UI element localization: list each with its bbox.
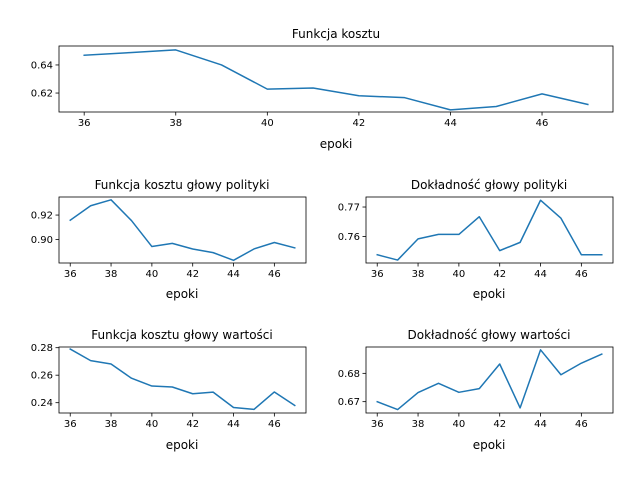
chart-value-accuracy-xtick-label: 46 (575, 419, 588, 430)
chart-loss-ytick-label: 0.64 (31, 60, 53, 71)
chart-loss-xtick-label: 40 (261, 118, 274, 129)
chart-value-accuracy-ytick-label: 0.68 (338, 369, 360, 380)
chart-value-loss-ytick-label: 0.26 (31, 371, 53, 382)
chart-policy-loss-xtick-label: 46 (268, 269, 281, 280)
chart-policy-loss-ytick-label: 0.92 (31, 211, 53, 222)
chart-policy-accuracy-xtick-label: 44 (534, 269, 547, 280)
chart-policy-accuracy-xtick-label: 38 (412, 269, 425, 280)
chart-policy-accuracy-series-line (376, 199, 603, 261)
chart-value-accuracy-title: Dokładność głowy wartości (408, 328, 571, 342)
chart-value-loss-title: Funkcja kosztu głowy wartości (91, 328, 272, 342)
chart-value-accuracy: Dokładność głowy wartości epoki 36 38 40 42… (338, 328, 614, 452)
chart-policy-accuracy-xtick-label: 46 (575, 269, 588, 280)
chart-value-accuracy-xlabel: epoki (473, 438, 506, 452)
chart-loss-xtick-label: 46 (536, 118, 549, 129)
chart-loss-xtick-label: 36 (78, 118, 91, 129)
chart-value-loss-ytick-label: 0.28 (31, 343, 53, 354)
chart-loss-series-line (83, 49, 589, 111)
chart-policy-accuracy-title: Dokładność głowy polityki (411, 178, 567, 192)
chart-policy-accuracy-xlabel: epoki (473, 287, 506, 301)
chart-policy-accuracy-xtick-label: 42 (493, 269, 506, 280)
chart-policy-loss-xtick-label: 42 (186, 269, 199, 280)
chart-policy-loss-xtick-label: 38 (105, 269, 118, 280)
chart-loss-title: Funkcja kosztu (292, 27, 380, 41)
chart-value-loss-ytick-label: 0.24 (31, 398, 53, 409)
chart-policy-accuracy-xtick-label: 40 (453, 269, 466, 280)
chart-policy-loss-xtick-label: 44 (227, 269, 240, 280)
chart-policy-loss-ytick-label: 0.90 (31, 235, 53, 246)
chart-value-loss-xtick-label: 46 (268, 419, 281, 430)
chart-policy-accuracy: Dokładność głowy polityki epoki 36 38 40 42… (338, 178, 614, 301)
chart-value-loss-xtick-label: 36 (64, 419, 77, 430)
chart-loss-xtick-label: 42 (353, 118, 366, 129)
chart-value-loss-xlabel: epoki (166, 438, 199, 452)
chart-policy-accuracy-ytick-label: 0.76 (338, 232, 360, 243)
chart-value-accuracy-xtick-label: 42 (493, 419, 506, 430)
chart-policy-loss-xlabel: epoki (166, 287, 199, 301)
chart-loss: Funkcja kosztu epoki 36 38 40 42 44 46 0.62 0.6… (31, 27, 614, 151)
chart-value-loss: Funkcja kosztu głowy wartości epoki 36 38… (31, 328, 307, 452)
chart-loss-xtick-label: 38 (169, 118, 182, 129)
chart-value-loss-series-line (69, 348, 296, 411)
chart-value-accuracy-xtick-label: 44 (534, 419, 547, 430)
chart-value-loss-xtick-label: 40 (146, 419, 159, 430)
chart-loss-ytick-label: 0.62 (31, 89, 53, 100)
chart-value-loss-xtick-label: 38 (105, 419, 118, 430)
chart-value-accuracy-axes-frame (365, 346, 614, 414)
chart-value-accuracy-ytick-label: 0.67 (338, 397, 360, 408)
chart-loss-xlabel: epoki (320, 137, 353, 151)
chart-policy-loss-xtick-label: 40 (146, 269, 159, 280)
chart-policy-loss-title: Funkcja kosztu głowy polityki (95, 178, 270, 192)
chart-policy-loss-series-line (69, 199, 296, 262)
chart-policy-loss-axes-frame (58, 196, 307, 264)
chart-loss-xtick-label: 44 (444, 118, 457, 129)
chart-value-accuracy-xtick-label: 38 (412, 419, 425, 430)
chart-policy-accuracy-ytick-label: 0.77 (338, 203, 360, 214)
chart-policy-loss: Funkcja kosztu głowy polityki epoki 36 38… (31, 178, 307, 301)
chart-loss-axes-frame (58, 45, 614, 113)
chart-value-accuracy-xtick-label: 36 (371, 419, 384, 430)
chart-policy-accuracy-axes-frame (365, 196, 614, 264)
chart-value-loss-xtick-label: 42 (186, 419, 199, 430)
chart-value-loss-xtick-label: 44 (227, 419, 240, 430)
chart-value-accuracy-series-line (376, 349, 603, 411)
chart-value-loss-axes-frame (58, 346, 307, 414)
chart-policy-accuracy-xtick-label: 36 (371, 269, 384, 280)
chart-value-accuracy-xtick-label: 40 (453, 419, 466, 430)
chart-policy-loss-xtick-label: 36 (64, 269, 77, 280)
